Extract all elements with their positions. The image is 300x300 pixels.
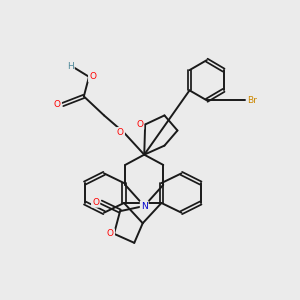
Text: O: O xyxy=(117,128,124,137)
Text: O: O xyxy=(136,120,143,129)
Text: H: H xyxy=(67,62,74,71)
Text: O: O xyxy=(92,198,99,207)
Text: N: N xyxy=(141,202,148,211)
Text: O: O xyxy=(54,100,61,109)
Text: O: O xyxy=(107,229,114,238)
Text: Br: Br xyxy=(248,96,257,105)
Text: O: O xyxy=(89,72,96,81)
